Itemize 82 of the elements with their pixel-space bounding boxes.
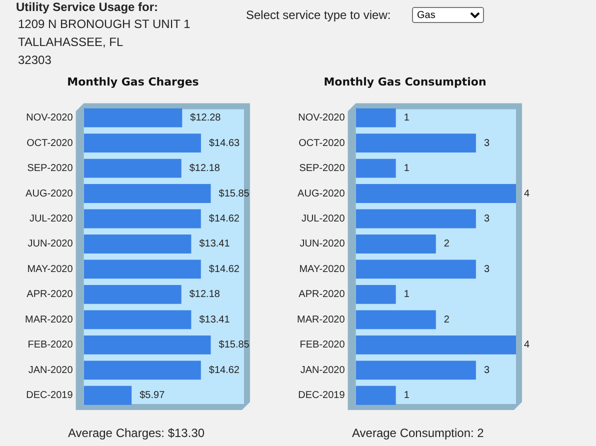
y-tick-label: DEC-2019 [298, 390, 346, 402]
y-tick-label: JUN-2020 [300, 238, 346, 250]
bar [356, 335, 516, 354]
text: Average Charges: $13.30 [68, 426, 205, 440]
y-tick-label: MAR-2020 [24, 314, 74, 326]
data-label: 1 [404, 390, 410, 402]
bar [84, 335, 211, 354]
bar [84, 184, 211, 203]
service-select: Gas [412, 7, 484, 23]
bar [84, 260, 201, 279]
bar [356, 209, 476, 228]
bar [356, 184, 516, 203]
y-tick-label: APR-2020 [26, 289, 74, 300]
data-label: 1 [404, 112, 410, 124]
data-label: $12.28 [190, 112, 222, 124]
data-label: $13.41 [199, 314, 230, 326]
data-label: $13.41 [199, 238, 230, 250]
bar [356, 134, 476, 153]
y-tick-label: JUL-2020 [29, 214, 74, 224]
y-tick-label: APR-2020 [298, 289, 346, 300]
text: TALLAHASSEE, FL [18, 35, 124, 49]
y-tick-label: MAR-2020 [296, 314, 346, 326]
bar [356, 310, 436, 330]
data-label: $14.63 [208, 138, 240, 149]
bar [356, 158, 396, 178]
data-label: $12.18 [189, 163, 220, 174]
y-tick-label: DEC-2019 [26, 390, 74, 402]
y-tick-label: OCT-2020 [298, 138, 346, 149]
data-label: 1 [404, 163, 410, 174]
bar [84, 234, 192, 254]
data-label: 3 [484, 138, 490, 149]
text: Utility Service Usage for: [16, 0, 158, 14]
data-label: $15.85 [218, 188, 250, 200]
y-tick-label: JUL-2020 [301, 214, 346, 224]
data-label: 2 [444, 314, 450, 326]
bar [84, 310, 192, 330]
chart-title: Monthly Gas Charges [67, 75, 200, 88]
text: 1209 N BRONOUGH ST UNIT 1 [18, 17, 190, 31]
y-tick-label: JUN-2020 [28, 238, 74, 250]
y-tick-label: AUG-2020 [298, 188, 346, 200]
data-label: 4 [524, 340, 530, 351]
y-tick-label: NOV-2020 [26, 112, 74, 124]
data-label: $14.62 [208, 364, 240, 376]
bar [356, 108, 396, 128]
data-label: $12.18 [189, 289, 220, 300]
data-label: 4 [524, 188, 530, 200]
bar [84, 284, 182, 304]
y-tick-label: NOV-2020 [298, 112, 346, 124]
bar [356, 386, 396, 405]
y-tick-label: FEB-2020 [300, 340, 346, 351]
y-tick-label: MAY-2020 [27, 264, 74, 275]
y-tick-label: OCT-2020 [26, 138, 74, 149]
bar [84, 360, 201, 380]
bar [84, 386, 132, 405]
text: 32303 [18, 53, 52, 67]
data-label: $5.97 [140, 390, 166, 402]
data-label: 3 [484, 214, 490, 224]
chart-title: Monthly Gas Consumption [324, 75, 486, 88]
bar [356, 234, 436, 254]
data-label: $14.62 [208, 214, 240, 224]
data-label: $15.85 [218, 340, 250, 351]
bar [84, 108, 182, 128]
bar [356, 260, 476, 279]
data-label: 1 [404, 289, 410, 300]
y-tick-label: MAY-2020 [299, 264, 346, 275]
y-tick-label: JAN-2020 [28, 364, 74, 376]
bar [356, 284, 396, 304]
text: Select service type to view: [246, 8, 391, 22]
data-label: 3 [484, 264, 490, 275]
y-tick-label: AUG-2020 [26, 188, 74, 200]
bar [84, 134, 201, 153]
y-tick-label: SEP-2020 [299, 163, 346, 174]
y-tick-label: JAN-2020 [300, 364, 346, 376]
data-label: 2 [444, 238, 450, 250]
bar [356, 360, 476, 380]
data-label: $14.62 [208, 264, 240, 275]
text: Average Consumption: 2 [352, 426, 484, 440]
data-label: 3 [484, 364, 490, 376]
y-tick-label: FEB-2020 [28, 340, 74, 351]
y-tick-label: SEP-2020 [27, 163, 74, 174]
bar [84, 158, 182, 178]
bar [84, 209, 201, 228]
